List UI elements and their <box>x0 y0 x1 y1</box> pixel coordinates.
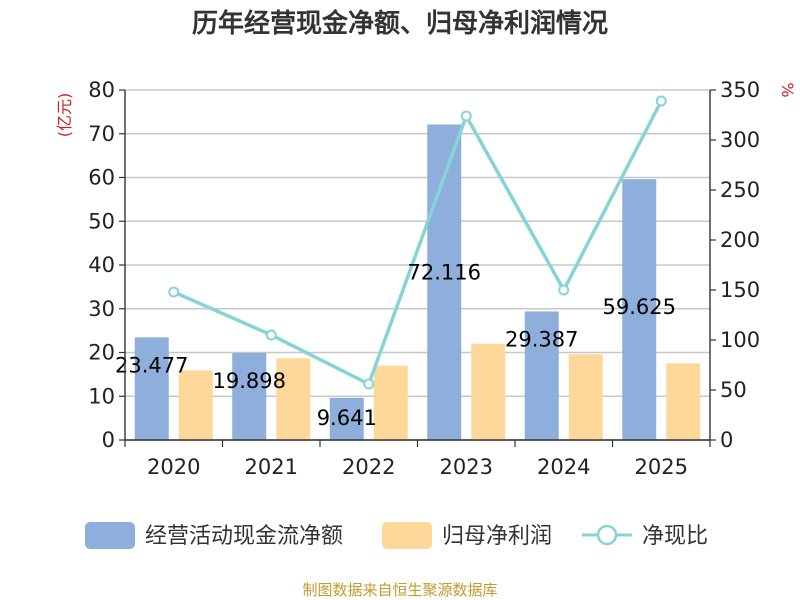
bar-data-label: 23.477 <box>115 353 188 377</box>
legend-swatch <box>382 522 432 549</box>
x-tick-label: 2022 <box>342 455 395 479</box>
bar-data-label: 19.898 <box>213 369 286 393</box>
bars <box>134 124 701 441</box>
y-right-tick-label: 50 <box>720 378 747 402</box>
ratio-line <box>168 95 667 390</box>
ratio-point <box>168 286 180 298</box>
y-right-unit: % <box>778 82 797 97</box>
bar-data-label: 72.116 <box>408 260 481 284</box>
ratio-point <box>363 378 375 390</box>
legend-label: 净现比 <box>642 524 708 549</box>
y-left-tick-label: 80 <box>88 78 115 102</box>
bar-cashflow <box>329 397 364 440</box>
y-left-tick-label: 10 <box>88 384 115 408</box>
bar-netprofit <box>178 370 213 440</box>
y-right-tick-label: 200 <box>720 228 760 252</box>
bar-data-label: 29.387 <box>505 327 578 351</box>
ratio-point <box>655 95 667 107</box>
axes: 0 10 20 30 40 50 60 70 80 0 50 100 150 200 250 300 350 20… <box>88 78 760 479</box>
data-labels: 23.477 19.898 9.641 72.116 29.387 59.625 <box>115 260 676 429</box>
y-left-unit: (亿元) <box>55 93 74 138</box>
y-right-tick-label: 350 <box>720 78 760 102</box>
y-right-tick-label: 300 <box>720 128 760 152</box>
y-right-tick-label: 250 <box>720 178 760 202</box>
source-note: 制图数据来自恒生聚源数据库 <box>302 581 497 599</box>
x-tick-label: 2025 <box>635 455 688 479</box>
y-left-tick-label: 20 <box>88 341 115 365</box>
gridlines <box>125 89 710 441</box>
chart-title: 历年经营现金净额、归母净利润情况 <box>192 8 608 39</box>
legend-swatch <box>85 522 135 549</box>
legend-label: 归母净利润 <box>442 524 552 549</box>
y-right-tick-label: 100 <box>720 328 760 352</box>
bar-data-label: 9.641 <box>317 406 377 430</box>
bar-cashflow <box>232 352 267 440</box>
ratio-point <box>460 110 472 122</box>
bar-netprofit <box>276 358 311 440</box>
x-tick-label: 2020 <box>147 455 200 479</box>
bar-cashflow <box>622 179 657 440</box>
y-left-tick-label: 50 <box>88 209 115 233</box>
bar-netprofit <box>568 354 603 440</box>
y-right-tick-label: 0 <box>720 428 733 452</box>
bar-netprofit <box>471 343 506 440</box>
bar-cashflow <box>134 337 169 440</box>
legend-label: 经营活动现金流净额 <box>145 524 343 549</box>
ratio-point <box>265 329 277 341</box>
legend: 经营活动现金流净额 归母净利润 净现比 <box>85 522 708 549</box>
ratio-line-path <box>173 100 663 387</box>
ratio-point <box>558 284 570 296</box>
y-left-tick-label: 60 <box>88 166 115 190</box>
y-left-tick-label: 30 <box>88 297 115 321</box>
x-tick-label: 2023 <box>440 455 493 479</box>
y-left-tick-label: 40 <box>88 253 115 277</box>
x-tick-label: 2021 <box>245 455 298 479</box>
y-left-tick-label: 0 <box>102 428 115 452</box>
y-right-tick-label: 150 <box>720 278 760 302</box>
legend-swatch-marker <box>596 524 618 546</box>
bar-netprofit <box>373 365 408 440</box>
bar-netprofit <box>666 363 701 440</box>
bar-data-label: 59.625 <box>603 295 676 319</box>
x-tick-label: 2024 <box>537 455 590 479</box>
y-left-tick-label: 70 <box>88 122 115 146</box>
bar-cashflow <box>524 311 559 440</box>
